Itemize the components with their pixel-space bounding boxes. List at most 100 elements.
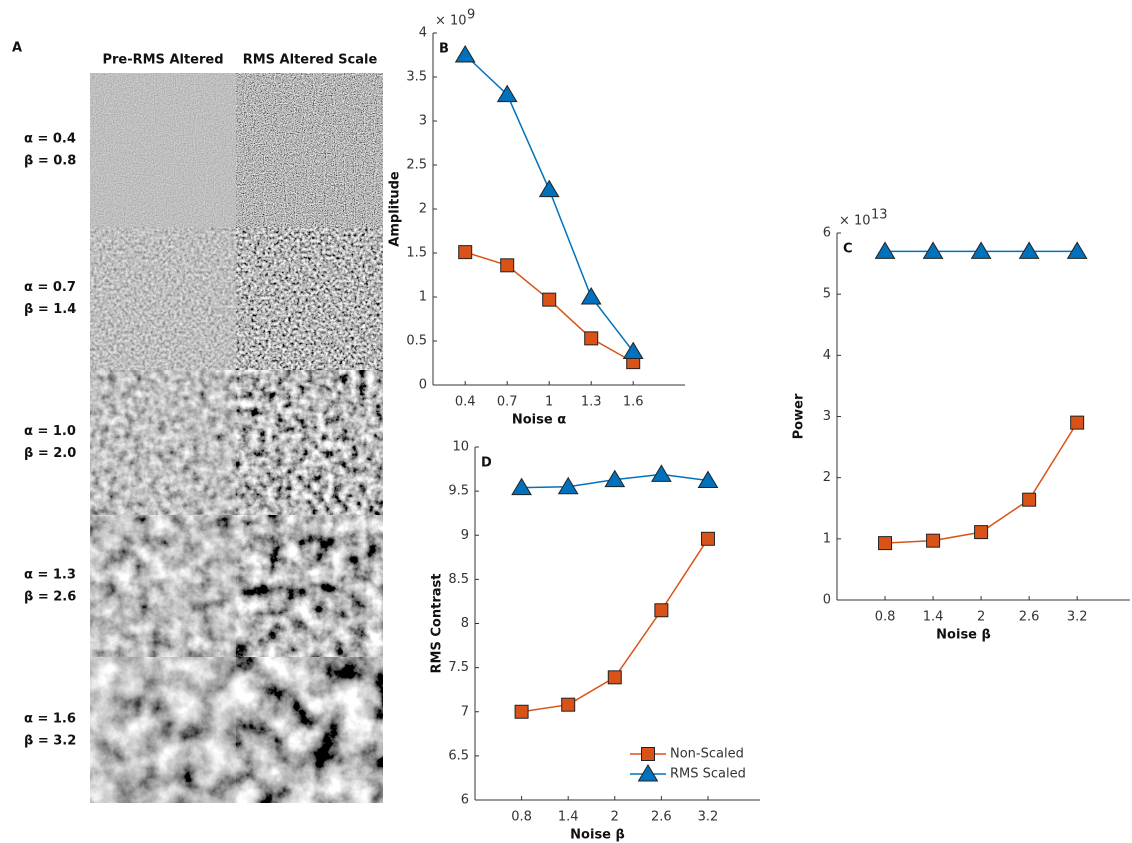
x-tick-label: 1.6	[623, 395, 644, 410]
x-tick-label: 3.2	[698, 810, 719, 825]
noise-image	[90, 370, 236, 515]
x-tick-label: 2	[611, 810, 619, 825]
y-tick-label: 4	[823, 348, 831, 363]
y-axis-label: Power	[792, 393, 807, 439]
marker	[1020, 242, 1039, 258]
marker	[701, 532, 714, 545]
x-tick-label: 2.6	[1019, 610, 1040, 625]
marker	[876, 242, 895, 258]
marker	[652, 465, 671, 481]
x-axis-label: Noise β	[936, 628, 991, 643]
y-tick-label: 9.5	[448, 484, 469, 499]
panel-label: D	[481, 456, 492, 471]
row-label: α = 1.3	[24, 568, 76, 583]
x-tick-label: 1.3	[581, 395, 602, 410]
noise-image	[236, 227, 383, 370]
x-tick-label: 0.8	[511, 810, 532, 825]
x-tick-label: 3.2	[1067, 610, 1088, 625]
marker	[512, 479, 531, 495]
y-tick-label: 0	[823, 593, 831, 608]
y-tick-label: 2.5	[406, 158, 427, 173]
noise-image	[90, 73, 236, 227]
marker	[540, 181, 559, 197]
row-label: α = 0.7	[24, 280, 76, 295]
panel-label: C	[843, 242, 853, 257]
row-label: α = 1.6	[24, 712, 76, 727]
y-tick-label: 3	[419, 114, 427, 129]
marker	[975, 526, 988, 539]
panel-label: A	[12, 41, 22, 56]
legend-label: Non-Scaled	[670, 747, 744, 762]
marker	[1071, 416, 1084, 429]
row-label: β = 2.6	[24, 590, 76, 605]
marker	[624, 343, 643, 359]
y-axis-label: RMS Contrast	[430, 574, 445, 674]
y-tick-label: 3	[823, 409, 831, 424]
marker	[515, 705, 528, 718]
noise-image	[236, 73, 383, 227]
y-tick-label: 5	[823, 287, 831, 302]
x-axis-label: Noise α	[512, 413, 566, 428]
series-line	[465, 252, 633, 362]
y-tick-label: 6.5	[448, 748, 469, 763]
column-header: Pre-RMS Altered	[102, 53, 223, 68]
scale-label: × 10	[839, 214, 871, 229]
x-tick-label: 1.4	[923, 610, 944, 625]
y-tick-label: 1	[419, 290, 427, 305]
noise-image	[90, 227, 236, 370]
marker	[501, 259, 514, 272]
marker	[879, 537, 892, 550]
scale-label: × 10	[435, 14, 467, 29]
series-line	[465, 55, 633, 352]
noise-images	[90, 73, 383, 803]
marker	[456, 46, 475, 62]
y-tick-label: 1.5	[406, 246, 427, 261]
marker	[972, 242, 991, 258]
marker	[608, 671, 621, 684]
panel-label: B	[439, 42, 449, 57]
y-tick-label: 2	[823, 470, 831, 485]
y-tick-label: 8.5	[448, 572, 469, 587]
y-tick-label: 6	[461, 793, 469, 808]
marker	[543, 293, 556, 306]
y-tick-label: 0.5	[406, 334, 427, 349]
y-tick-label: 2	[419, 202, 427, 217]
marker	[582, 288, 601, 304]
noise-image	[236, 515, 383, 657]
marker	[927, 534, 940, 547]
y-tick-label: 3.5	[406, 70, 427, 85]
marker	[459, 246, 472, 259]
y-tick-label: 1	[823, 531, 831, 546]
x-tick-label: 0.4	[455, 395, 476, 410]
x-axis-label: Noise β	[570, 828, 625, 843]
x-tick-label: 2	[977, 610, 985, 625]
scale-exponent: 13	[871, 208, 888, 223]
column-header: RMS Altered Scale	[243, 53, 378, 68]
noise-image	[236, 657, 383, 803]
marker	[562, 698, 575, 711]
row-label: β = 1.4	[24, 302, 76, 317]
x-tick-label: 1.4	[558, 810, 579, 825]
series-line	[885, 423, 1077, 543]
legend-marker	[639, 765, 658, 781]
y-tick-label: 7.5	[448, 660, 469, 675]
legend-label: RMS Scaled	[670, 767, 746, 782]
y-tick-label: 10	[452, 440, 469, 455]
y-tick-label: 4	[419, 26, 427, 41]
marker	[655, 604, 668, 617]
scale-exponent: 9	[467, 8, 475, 23]
y-tick-label: 7	[461, 704, 469, 719]
row-label: β = 3.2	[24, 734, 76, 749]
marker	[924, 242, 943, 258]
y-tick-label: 8	[461, 616, 469, 631]
noise-image	[90, 515, 236, 657]
series-line	[522, 539, 708, 712]
row-label: α = 0.4	[24, 132, 76, 147]
x-tick-label: 0.8	[875, 610, 896, 625]
row-label: α = 1.0	[24, 424, 76, 439]
y-axis-label: Amplitude	[388, 171, 403, 247]
x-tick-label: 2.6	[651, 810, 672, 825]
legend-marker	[642, 748, 655, 761]
marker	[1023, 493, 1036, 506]
marker	[585, 332, 598, 345]
